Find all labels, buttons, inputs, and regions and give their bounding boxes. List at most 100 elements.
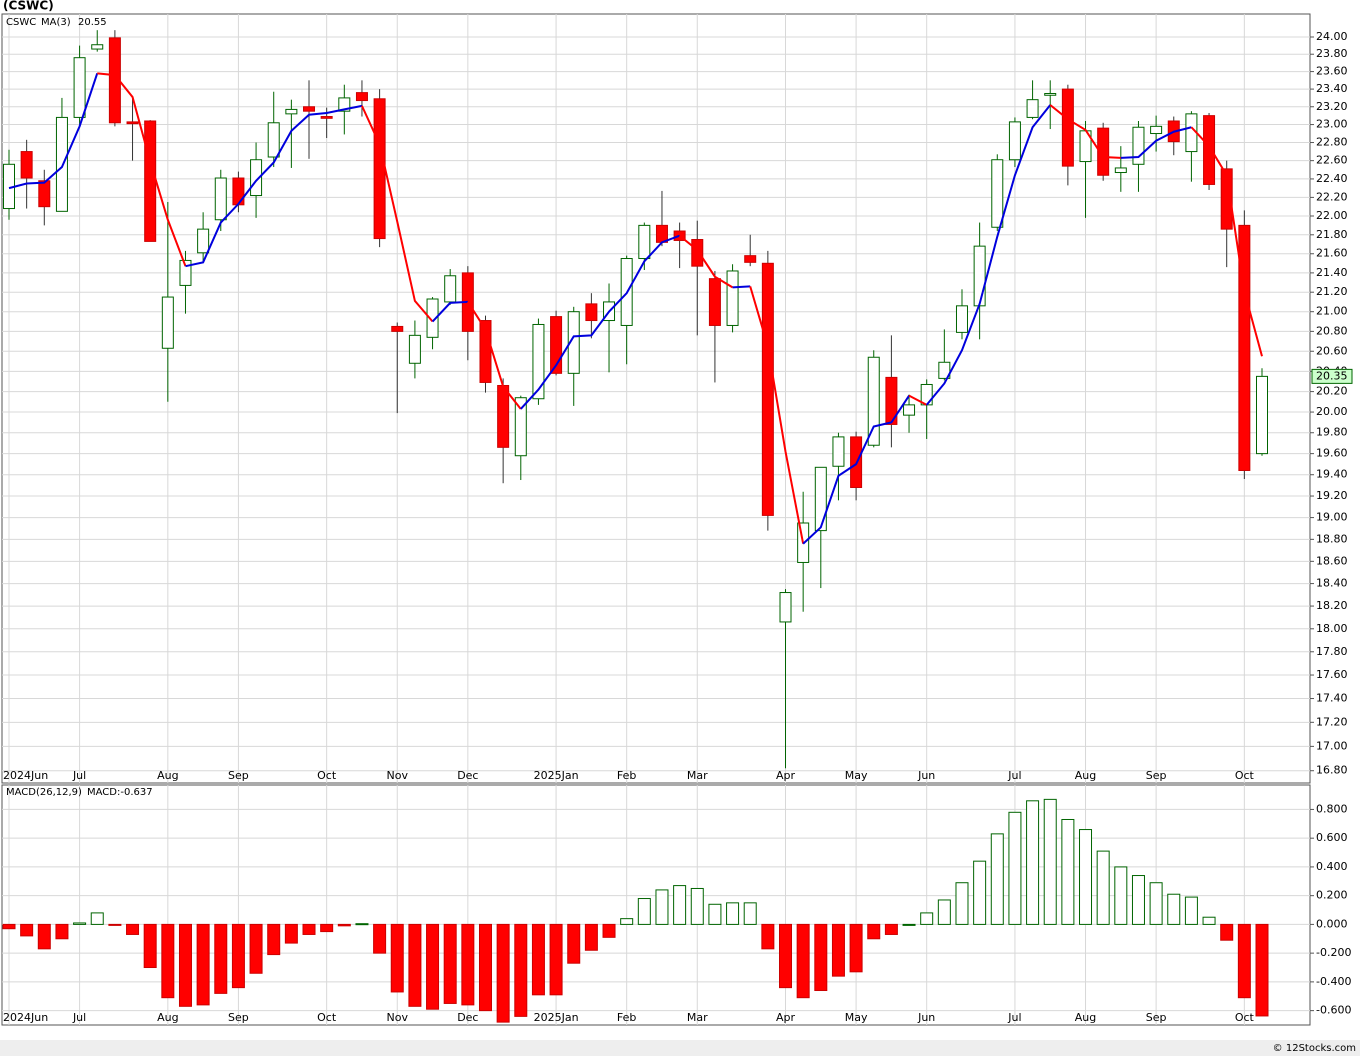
last-price-tag	[1311, 368, 1353, 384]
candle-body	[532, 323, 545, 400]
macd-bar	[920, 912, 934, 925]
y-tick-label: 20.20	[1316, 385, 1348, 398]
x-tick-label: Aug	[1075, 769, 1096, 782]
candle-body	[867, 356, 880, 446]
y-tick-label: 21.40	[1316, 266, 1348, 279]
macd-bar	[779, 923, 793, 989]
macd-bar	[514, 923, 528, 1017]
y-tick-label: 20.00	[1316, 405, 1348, 418]
ma-line	[467, 301, 522, 410]
ma-line	[732, 285, 751, 289]
x-tick-label: Oct	[1235, 769, 1255, 782]
y-tick-label: 24.00	[1316, 30, 1348, 43]
macd-bar	[955, 882, 969, 925]
x-tick-label: 2024Jun	[3, 769, 48, 782]
candle-body	[320, 116, 333, 119]
candle-body	[1220, 168, 1233, 230]
macd-bar	[1114, 866, 1128, 925]
x-tick-label: Jul	[72, 1011, 86, 1024]
macd-bar	[196, 923, 210, 1006]
macd-bar	[496, 923, 510, 1023]
macd-bar	[884, 923, 898, 935]
candle-body	[691, 239, 704, 267]
macd-bar	[567, 923, 581, 964]
candle-body	[1114, 167, 1127, 174]
candle-body	[1150, 125, 1163, 135]
y-tick-label: 21.80	[1316, 228, 1348, 241]
x-tick-label: May	[845, 769, 868, 782]
candle-body	[585, 303, 598, 322]
candle-body	[303, 106, 316, 112]
ma-line	[8, 73, 99, 190]
macd-bar	[214, 923, 228, 994]
macd-bar	[1061, 818, 1075, 925]
x-tick-label: Sep	[1146, 1011, 1167, 1024]
candle-body	[1256, 375, 1268, 455]
panel-title: MACD(26,12,9)	[6, 787, 82, 798]
panel-last-value: MACD:-0.637	[87, 787, 153, 798]
ma-line	[97, 72, 187, 267]
y-tick-label: 18.20	[1316, 599, 1348, 612]
macd-bar	[1131, 875, 1145, 925]
x-tick-label: Aug	[157, 769, 178, 782]
candle-body	[1061, 88, 1074, 167]
x-tick-label: Mar	[687, 769, 708, 782]
candle-body	[20, 151, 33, 179]
macd-bar	[902, 923, 916, 926]
ma-line	[431, 300, 468, 323]
x-tick-label: Feb	[617, 769, 636, 782]
y-tick-label: 0.600	[1316, 831, 1348, 844]
candle-body	[1044, 92, 1057, 96]
candle-body	[497, 384, 510, 448]
y-tick-label: 22.40	[1316, 172, 1348, 185]
ma-line	[185, 104, 363, 268]
x-tick-label: 2025Jan	[534, 1011, 579, 1024]
y-tick-label: 17.80	[1316, 645, 1348, 658]
y-tick-label: 21.60	[1316, 247, 1348, 260]
candle-body	[232, 177, 245, 206]
macd-bar	[478, 923, 492, 1012]
candle-body	[761, 262, 774, 516]
macd-bar	[531, 923, 545, 996]
candle-body	[91, 44, 104, 50]
macd-bar	[1237, 923, 1251, 999]
macd-bar	[231, 923, 245, 989]
candle-body	[955, 305, 968, 333]
x-tick-label: Nov	[387, 1011, 409, 1024]
candle-body	[391, 325, 404, 332]
candle-body	[1026, 99, 1039, 118]
candle-body	[655, 224, 668, 243]
y-tick-label: 23.40	[1316, 82, 1348, 95]
y-tick-label: 18.40	[1316, 577, 1348, 590]
x-tick-label: Oct	[317, 1011, 337, 1024]
macd-bar	[849, 923, 863, 973]
chart-header: (CSWC)	[3, 0, 54, 13]
y-tick-label: 20.80	[1316, 324, 1348, 337]
x-tick-label: Jun	[917, 769, 935, 782]
macd-bar	[37, 923, 51, 950]
macd-bar	[108, 923, 122, 926]
candle-body	[514, 397, 527, 457]
ma-line	[678, 234, 734, 289]
y-tick-label: 0.800	[1316, 802, 1348, 815]
y-tick-label: 17.00	[1316, 739, 1348, 752]
x-tick-label: Jun	[917, 1011, 935, 1024]
y-tick-label: 22.60	[1316, 154, 1348, 167]
macd-bar	[443, 923, 457, 1004]
candle-body	[991, 159, 1004, 228]
macd-bar	[814, 923, 828, 992]
candle-body	[814, 466, 827, 532]
candle-body	[55, 116, 68, 212]
candle-body	[550, 316, 563, 374]
candle-body	[1203, 115, 1216, 185]
legend-value: 20.55	[78, 17, 107, 28]
macd-bar	[90, 912, 104, 925]
macd-bar	[1096, 850, 1110, 925]
candle-body	[161, 296, 174, 349]
macd-bar	[337, 923, 351, 927]
macd-bar	[1149, 882, 1163, 925]
x-tick-label: Apr	[776, 1011, 796, 1024]
legend-symbol: CSWC	[6, 17, 36, 28]
macd-bar	[355, 923, 369, 926]
y-tick-label: 0.400	[1316, 860, 1348, 873]
